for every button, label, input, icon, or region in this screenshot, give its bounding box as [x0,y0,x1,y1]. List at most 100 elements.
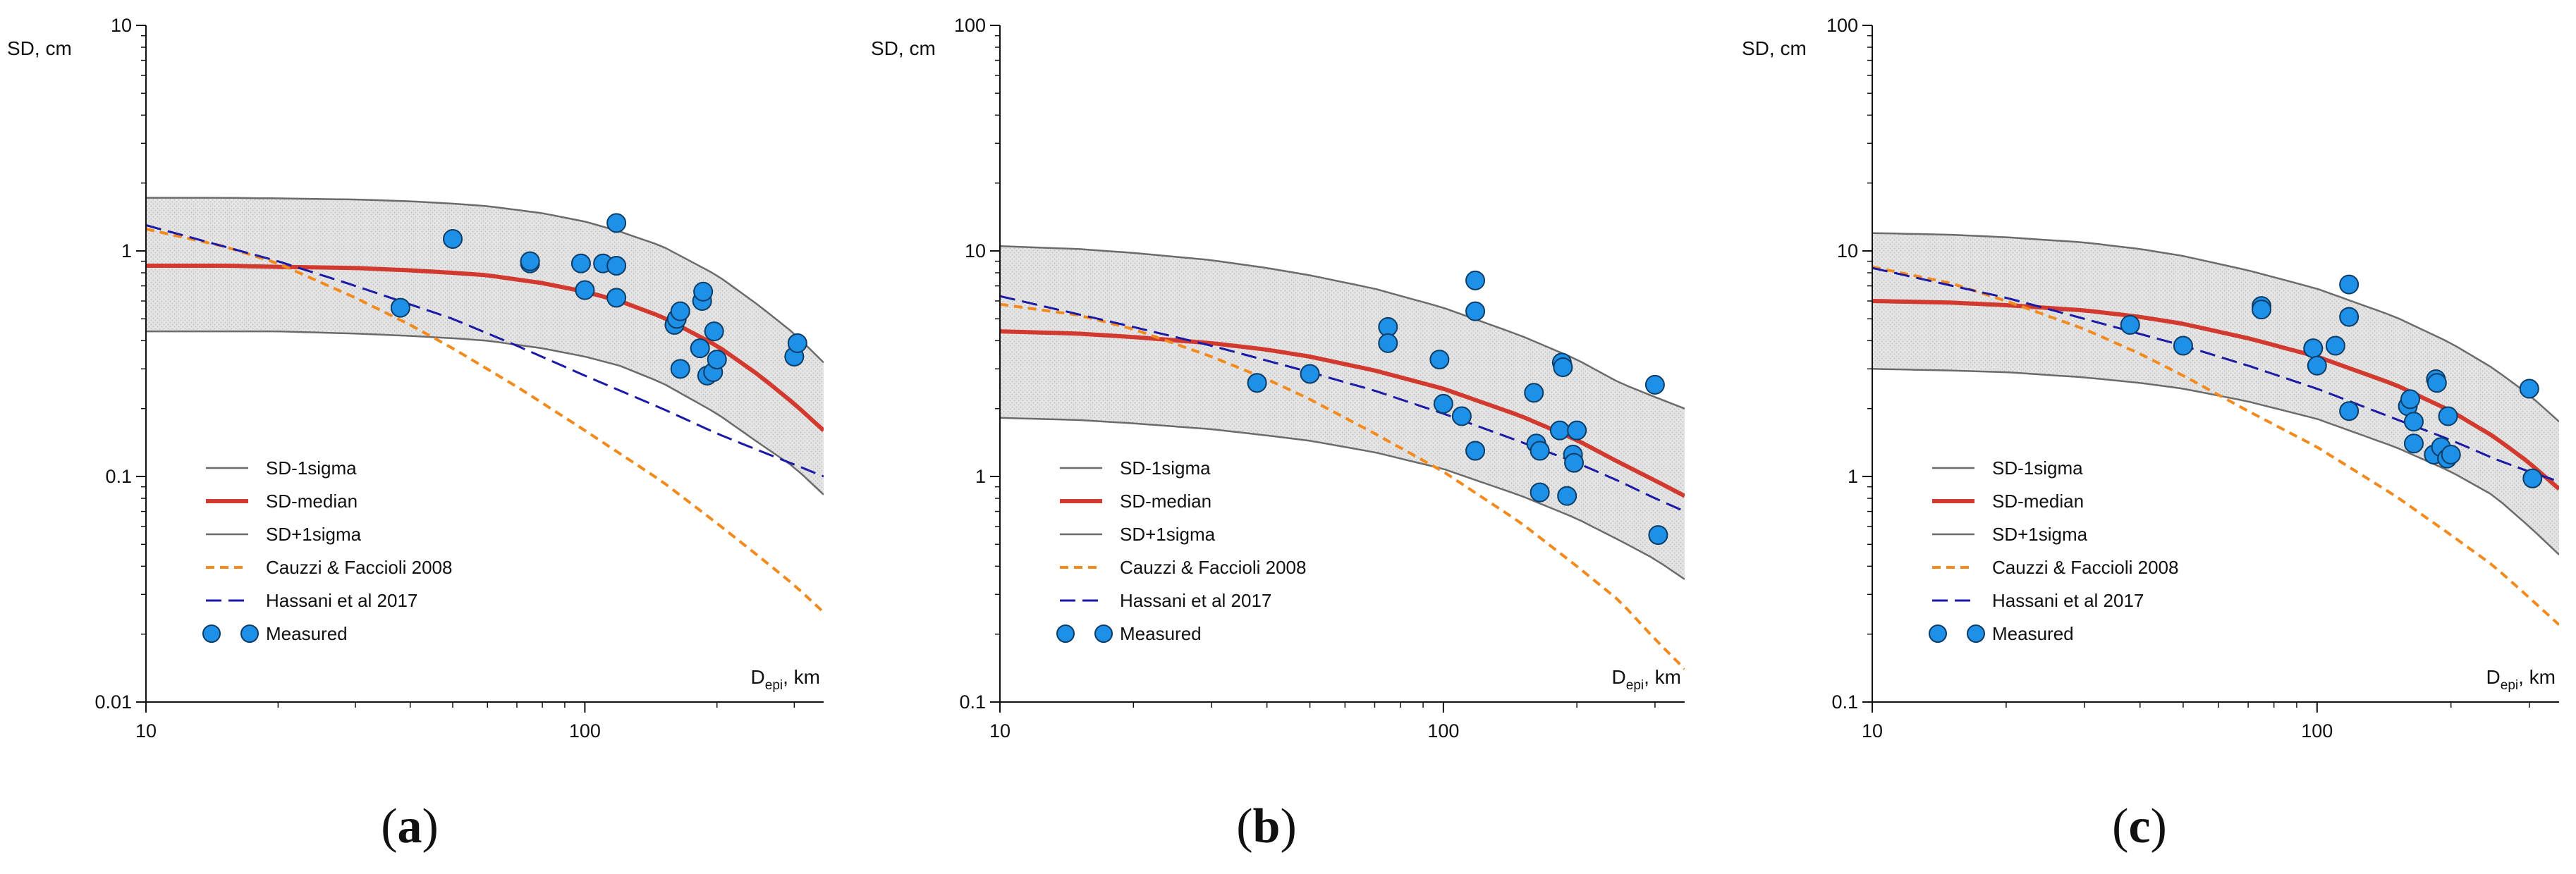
measured-point [1530,482,1550,503]
measured-point [2403,433,2424,454]
panel-label-close: ) [2151,799,2167,854]
measured-point [670,301,690,321]
legend-marker [1967,624,1985,643]
x-axis-label: Depi, km [1612,666,1681,693]
panel-label-open: ( [2112,799,2128,854]
measured-point [575,280,595,300]
y-tick-label: 100 [1826,15,1858,36]
legend-label: Measured [1120,623,1202,644]
legend-label: Cauzzi & Faccioli 2008 [1992,557,2178,578]
y-axis-label: SD, cm [871,37,936,59]
legend-label: SD-median [1992,491,2084,512]
x-axis-label-sub: epi [2501,678,2518,693]
measured-point [2519,378,2539,399]
measured-point [606,255,627,276]
series-line-sd-1sigma [1000,417,1685,580]
legend-item: Hassani et al 2017 [1932,590,2144,611]
series-line-sd-median [146,264,824,432]
legend-item: SD-median [206,491,358,512]
plot-area [1872,232,2559,626]
measured-point [1378,333,1398,353]
panel-label-close: ) [1280,799,1296,854]
panel-label: (c) [2112,799,2167,854]
legend-item: SD-median [1060,491,1211,512]
legend-item: SD+1sigma [206,524,362,545]
measured-point [1648,525,1668,546]
measured-point [570,253,591,273]
measured-point [1465,441,1486,461]
measured-point [1530,441,1550,461]
x-tick-label: 100 [569,720,601,741]
measured-point [1451,406,1472,426]
panel-label-letter: a [398,799,422,854]
measured-point [2522,468,2543,488]
y-tick-label: 1 [1848,466,1858,487]
measured-point [2325,336,2345,356]
panel-label-letter: b [1253,799,1281,854]
series-line-sd-1sigma [146,330,824,496]
y-axis-label: SD, cm [7,37,72,59]
legend-item: Hassani et al 2017 [1060,590,1271,611]
panel-label-open: ( [1236,799,1252,854]
measured-point [2400,389,2420,410]
legend: SD-1sigma SD-median SD+1sigma Cauzzi & Facc… [1056,457,1306,644]
x-axis-label: Depi, km [2486,666,2556,693]
x-tick-label: 100 [2301,720,2333,741]
legend-label: Hassani et al 2017 [1992,590,2144,611]
measured-point [1557,486,1577,506]
legend-label: SD+1sigma [1120,524,1216,545]
legend-marker [1056,624,1075,643]
measured-point [2173,336,2193,356]
y-tick-label: 0.1 [959,691,986,713]
y-tick-label: 100 [954,15,986,36]
measured-point [2251,300,2271,320]
measured-point [2427,373,2447,393]
legend-label: SD-1sigma [266,457,357,479]
legend-label: Hassani et al 2017 [266,590,417,611]
measured-point [1247,373,1267,393]
x-axis-label-main: D [1612,666,1626,688]
panel-label: (a) [381,799,439,854]
measured-point [707,350,727,370]
x-tick-label: 10 [1862,720,1883,741]
measured-point [2307,355,2327,376]
legend-label: SD+1sigma [1992,524,2088,545]
measured-point [1553,357,1573,378]
measured-point [1433,393,1453,414]
measured-point [606,288,627,308]
legend-item: SD-1sigma [206,457,357,479]
panel-label-close: ) [422,799,439,854]
x-axis-label-unit: , km [1644,666,1681,688]
measured-point [390,297,410,318]
measured-point [443,229,463,250]
legend-item: Cauzzi & Faccioli 2008 [1060,557,1306,578]
legend: SD-1sigma SD-median SD+1sigma Cauzzi & Facc… [1929,457,2178,644]
series-line-hassani-et-al-2017 [146,224,824,478]
measured-point [704,321,724,342]
measured-point [2339,307,2360,327]
measured-point [690,338,710,359]
measured-point [1465,301,1486,321]
x-axis-label-main: D [2486,666,2501,688]
measured-point [2339,401,2360,421]
y-tick-label: 10 [1837,240,1858,261]
series-line-sd-1sigma [146,197,824,364]
x-axis-label-unit: , km [783,666,820,688]
legend-item: Cauzzi & Faccioli 2008 [206,557,452,578]
series-line-sd-1sigma [1000,245,1685,410]
x-axis-label-sub: epi [1626,678,1644,693]
legend-item: Measured [1056,623,1202,644]
series-line-cauzzi-faccioli-2008 [1872,265,2559,626]
measured-point [1524,383,1544,403]
series-line-sd-1sigma [1872,368,2559,555]
measured-point [2120,314,2140,335]
x-axis-label: Depi, km [751,666,820,693]
y-tick-label: 10 [965,240,986,261]
measured-point [670,359,690,379]
legend-label: Measured [266,623,348,644]
panel-label-letter: c [2128,799,2150,854]
measured-point [2441,444,2461,464]
measured-point [1564,453,1585,473]
